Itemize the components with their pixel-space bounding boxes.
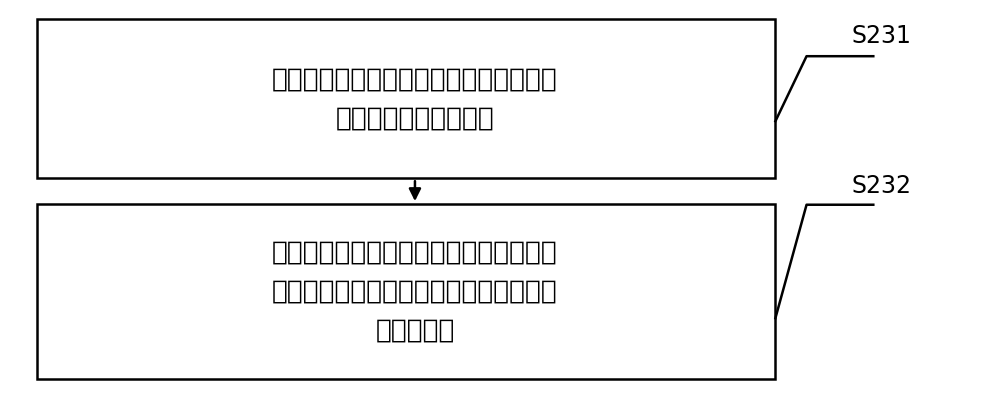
Text: 移动上述线结构光传感器，分别对上述目
标领域的各个三维断面进行测量，获取上
述断面数据: 移动上述线结构光传感器，分别对上述目 标领域的各个三维断面进行测量，获取上 述断… (272, 239, 558, 343)
Text: 控制上述线结构光传感器每次测量上述目
标领域的一个三维断面: 控制上述线结构光传感器每次测量上述目 标领域的一个三维断面 (272, 67, 558, 132)
FancyBboxPatch shape (37, 205, 775, 379)
FancyBboxPatch shape (37, 20, 775, 179)
Text: S231: S231 (851, 24, 911, 48)
Text: S232: S232 (851, 174, 911, 198)
